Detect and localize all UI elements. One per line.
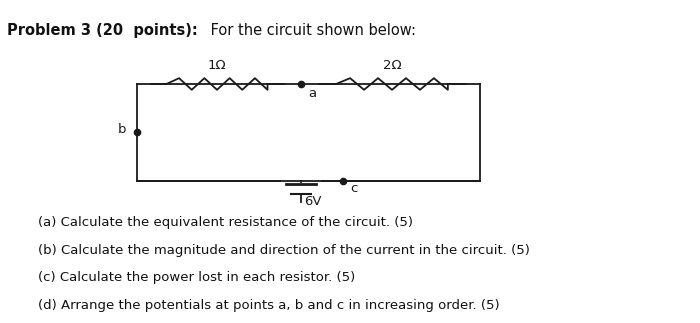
Text: (c) Calculate the power lost in each resistor. (5): (c) Calculate the power lost in each res… xyxy=(38,271,356,284)
Text: 2Ω: 2Ω xyxy=(383,59,401,72)
Text: 1Ω: 1Ω xyxy=(208,59,226,72)
Text: b: b xyxy=(118,123,126,136)
Text: c: c xyxy=(350,182,358,195)
Text: (b) Calculate the magnitude and direction of the current in the circuit. (5): (b) Calculate the magnitude and directio… xyxy=(38,244,531,257)
Text: (a) Calculate the equivalent resistance of the circuit. (5): (a) Calculate the equivalent resistance … xyxy=(38,216,414,229)
Text: (d) Arrange the potentials at points a, b and c in increasing order. (5): (d) Arrange the potentials at points a, … xyxy=(38,299,500,312)
Text: 6V: 6V xyxy=(304,195,322,208)
Text: For the circuit shown below:: For the circuit shown below: xyxy=(206,23,416,37)
Text: a: a xyxy=(308,87,316,100)
Text: Problem 3 (20  points):: Problem 3 (20 points): xyxy=(7,23,197,37)
